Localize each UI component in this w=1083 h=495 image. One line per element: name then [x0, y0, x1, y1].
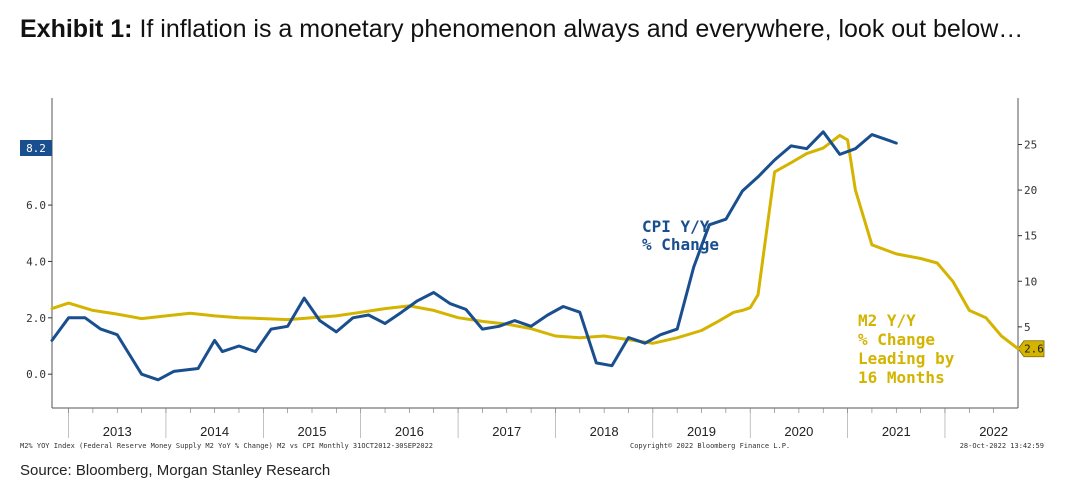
cpi-annotation-line2: % Change	[642, 235, 719, 254]
chart-title: Exhibit 1: If inflation is a monetary ph…	[20, 12, 1070, 46]
left-tick-label: 2.0	[26, 312, 46, 325]
m2-annotation-line4: 16 Months	[858, 368, 945, 387]
right-tick-label: 25	[1024, 139, 1037, 152]
cpi-series-line	[50, 130, 898, 382]
x-tick-label: 2013	[103, 424, 132, 439]
x-tick-label: 2015	[298, 424, 327, 439]
m2-annotation-line3: Leading by	[858, 349, 955, 368]
footer-left-text: M2% YOY Index (Federal Reserve Money Sup…	[20, 442, 433, 450]
x-tick-label: 2020	[784, 424, 813, 439]
m2-annotation-line1: M2 Y/Y	[858, 311, 916, 330]
chart-series	[50, 130, 1020, 382]
source-note: Source: Bloomberg, Morgan Stanley Resear…	[20, 462, 331, 479]
cpi-last-value-label: 8.2	[26, 142, 46, 155]
x-tick-label: 2019	[687, 424, 716, 439]
x-tick-label: 2016	[395, 424, 424, 439]
m2-last-value-badge	[1017, 340, 1045, 358]
title-exhibit-label: Exhibit 1:	[20, 15, 133, 43]
x-tick-label: 2017	[492, 424, 521, 439]
title-text: If inflation is a monetary phenomenon al…	[139, 15, 1024, 43]
left-tick-label: 4.0	[26, 255, 46, 268]
x-tick-label: 2022	[979, 424, 1008, 439]
left-tick-label: 6.0	[26, 199, 46, 212]
x-tick-label: 2018	[590, 424, 619, 439]
right-tick-label: 10	[1024, 275, 1037, 288]
right-tick-label: 15	[1024, 230, 1037, 243]
m2-annotation-line2: % Change	[858, 330, 935, 349]
chart-axes: 0.0 2.0 4.0 6.0 5 10 15 20 25 2013 2014 2015 2016 201…	[20, 98, 1045, 439]
left-tick-label: 0.0	[26, 368, 46, 381]
right-tick-label: 5	[1024, 321, 1031, 334]
footer-center-text: Copyright© 2022 Bloomberg Finance L.P.	[630, 442, 790, 450]
x-tick-label: 2014	[200, 424, 229, 439]
right-tick-label: 20	[1024, 184, 1037, 197]
cpi-last-value-badge	[20, 140, 52, 156]
x-tick-label: 2021	[882, 424, 911, 439]
footer-right-text: 28-Oct-2022 13:42:59	[960, 442, 1044, 450]
cpi-annotation-line1: CPI Y/Y	[642, 217, 710, 236]
m2-last-value-label: 2.6	[1024, 343, 1044, 356]
